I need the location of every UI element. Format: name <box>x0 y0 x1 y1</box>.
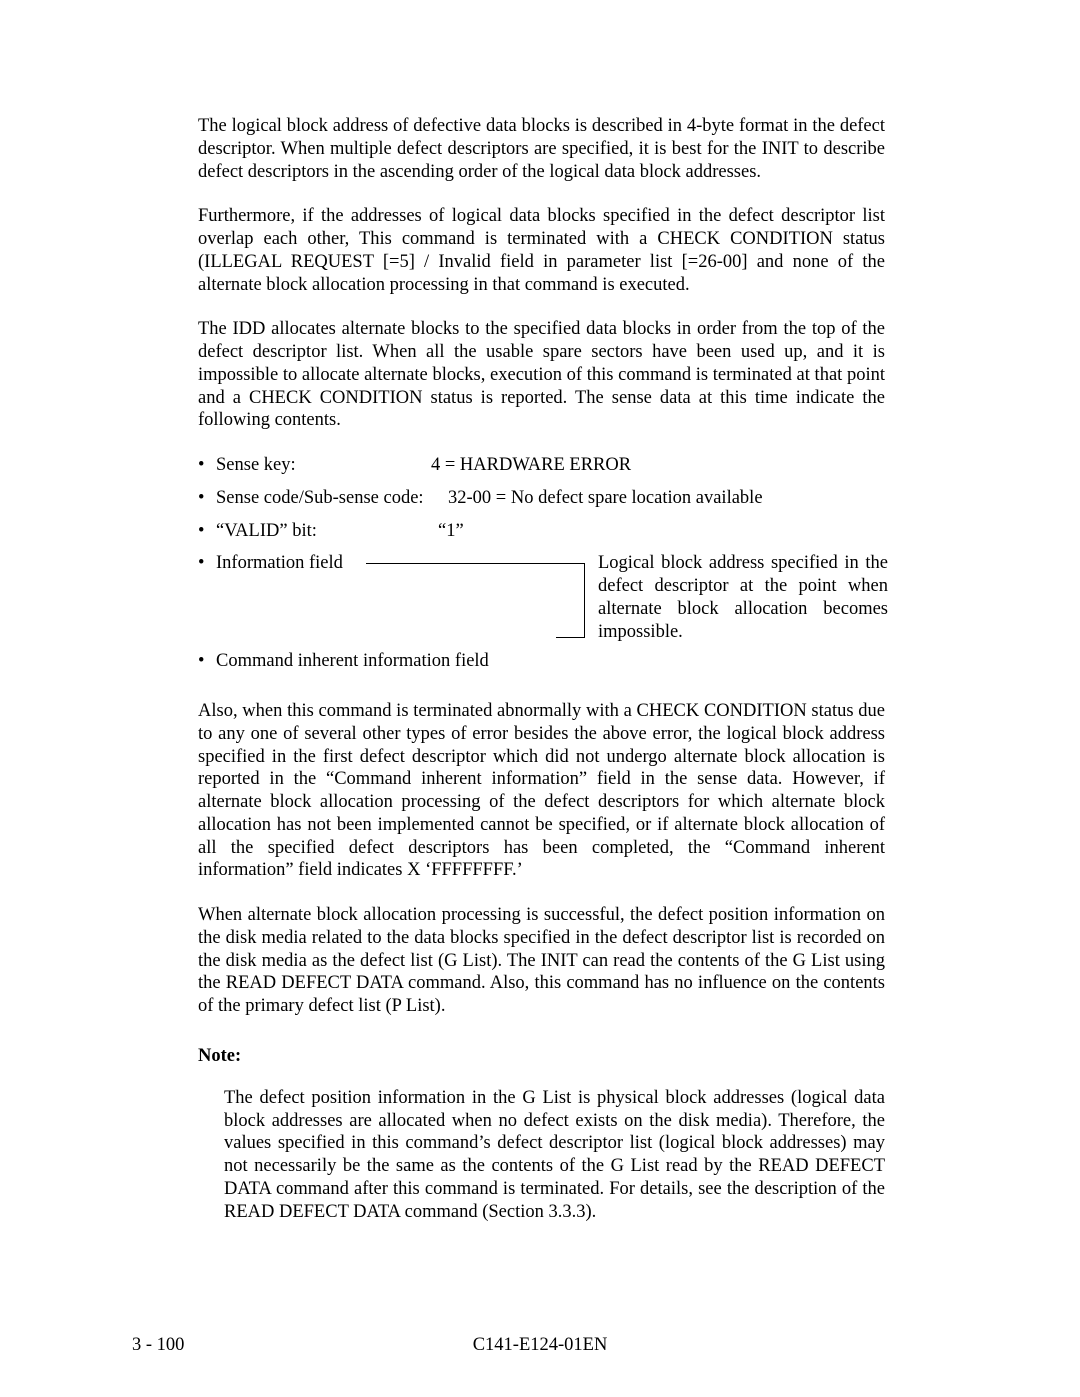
valid-bit-label: “VALID” bit: <box>216 520 438 543</box>
bullet-icon: • <box>198 520 216 543</box>
document-id: C141-E124-01EN <box>0 1335 1080 1356</box>
bullet-icon: • <box>198 651 216 672</box>
sense-data-block: • Sense key: 4 = HARDWARE ERROR • Sense … <box>198 454 885 672</box>
sense-key-label: Sense key: <box>216 454 431 477</box>
connector-line <box>556 637 584 638</box>
information-field-label: Information field <box>216 552 366 575</box>
paragraph-5: When alternate block allocation processi… <box>198 904 885 1018</box>
information-field-description: Logical block address specified in the d… <box>598 552 888 643</box>
valid-bit-row: • “VALID” bit: “1” <box>198 520 885 543</box>
sense-key-value: 4 = HARDWARE ERROR <box>431 454 885 477</box>
command-inherent-row: • Command inherent information field <box>198 651 885 672</box>
paragraph-3: The IDD allocates alternate blocks to th… <box>198 318 885 432</box>
command-inherent-label: Command inherent information field <box>216 651 489 672</box>
bullet-icon: • <box>198 487 216 510</box>
note-heading: Note: <box>198 1046 885 1067</box>
page-content: The logical block address of defective d… <box>0 0 1080 1283</box>
bullet-icon: • <box>198 552 216 575</box>
paragraph-2: Furthermore, if the addresses of logical… <box>198 205 885 296</box>
connector-line <box>366 563 584 564</box>
valid-bit-value: “1” <box>438 520 885 543</box>
sense-key-row: • Sense key: 4 = HARDWARE ERROR <box>198 454 885 477</box>
information-field-row: • Information field Logical block addres… <box>198 552 885 575</box>
sense-code-label: Sense code/Sub-sense code: <box>216 487 448 510</box>
note-body: The defect position information in the G… <box>198 1087 885 1224</box>
paragraph-4: Also, when this command is terminated ab… <box>198 700 885 882</box>
paragraph-1: The logical block address of defective d… <box>198 115 885 183</box>
sense-code-value: 32-00 = No defect spare location availab… <box>448 487 885 510</box>
connector-line <box>584 563 585 638</box>
sense-code-row: • Sense code/Sub-sense code: 32-00 = No … <box>198 487 885 510</box>
bullet-icon: • <box>198 454 216 477</box>
